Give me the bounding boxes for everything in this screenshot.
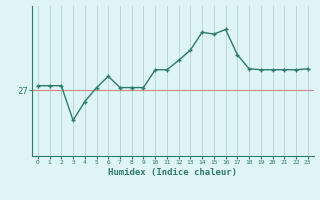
- X-axis label: Humidex (Indice chaleur): Humidex (Indice chaleur): [108, 168, 237, 177]
